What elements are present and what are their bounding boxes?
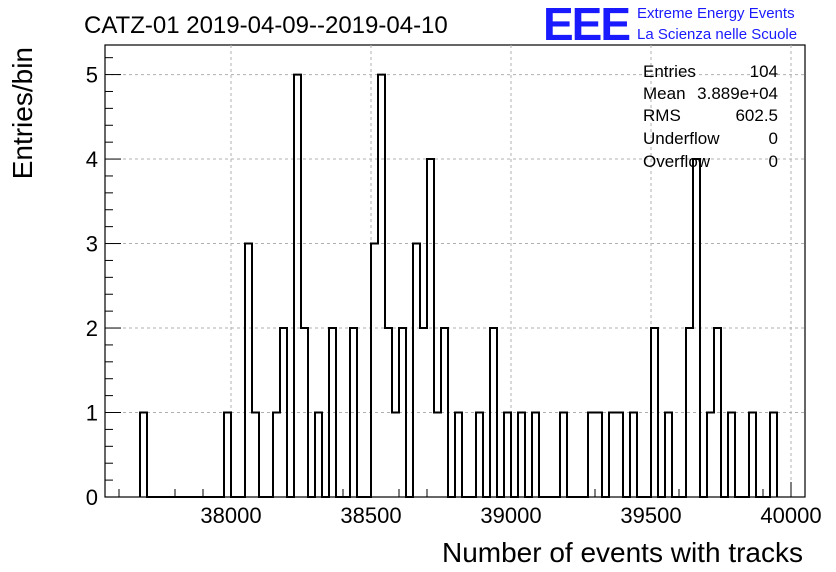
y-tick-label: 3 xyxy=(86,232,98,257)
y-tick-label: 2 xyxy=(86,316,98,341)
eee-logo: EEE Extreme Energy Events La Scienza nel… xyxy=(543,0,797,50)
histogram-bin xyxy=(665,413,672,497)
stats-box: Entries 104 Mean 3.889e+04 RMS 602.5 Und… xyxy=(643,62,778,171)
histogram-bin xyxy=(245,244,252,497)
stat-entries-label: Entries xyxy=(643,62,696,81)
histogram-bin xyxy=(140,413,147,497)
histogram-bin xyxy=(560,413,567,497)
stat-overflow-value: 0 xyxy=(769,152,778,171)
eee-logo-letters: EEE xyxy=(543,0,629,50)
x-axis-label: Number of events with tracks xyxy=(442,537,803,568)
stat-overflow-label: Overflow xyxy=(643,152,711,171)
histogram-bin xyxy=(770,413,777,497)
histogram-steps xyxy=(139,73,778,498)
x-tick-label: 39000 xyxy=(480,503,541,528)
stat-underflow-value: 0 xyxy=(769,129,778,148)
stat-rms-value: 602.5 xyxy=(735,106,778,125)
histogram-bin xyxy=(588,413,595,497)
axis-ticks xyxy=(105,57,792,498)
y-tick-label: 4 xyxy=(86,147,98,172)
y-axis-label: Entries/bin xyxy=(7,47,38,179)
stat-rms-label: RMS xyxy=(643,106,681,125)
x-tick-label: 38500 xyxy=(340,503,401,528)
histogram-bin xyxy=(434,413,441,497)
histogram-bin xyxy=(504,413,511,497)
histogram-bin xyxy=(532,413,539,497)
histogram-bin xyxy=(518,413,525,497)
histogram-bin xyxy=(392,413,399,497)
stat-mean-label: Mean xyxy=(643,84,686,103)
histogram-bin xyxy=(315,413,322,497)
y-tick-label: 5 xyxy=(86,63,98,88)
histogram-bin xyxy=(707,413,714,497)
histogram-bin xyxy=(609,413,616,497)
chart-title: CATZ-01 2019-04-09--2019-04-10 xyxy=(84,12,448,39)
tick-labels: 38000 38500 39000 39500 40000 0 1 2 3 4 5 xyxy=(86,63,822,528)
histogram-bin xyxy=(378,75,385,497)
stat-underflow-label: Underflow xyxy=(643,129,720,148)
histogram-bin xyxy=(595,413,602,497)
histogram-bin xyxy=(371,244,378,497)
histogram-bin xyxy=(224,413,231,497)
histogram-bin xyxy=(476,413,483,497)
histogram-bin xyxy=(413,244,420,497)
histogram-bin xyxy=(273,413,280,497)
histogram-outline xyxy=(139,73,778,498)
stat-mean-value: 3.889e+04 xyxy=(697,84,778,103)
x-tick-label: 40000 xyxy=(760,503,821,528)
y-tick-label: 0 xyxy=(86,485,98,510)
logo-line-2: La Scienza nelle Scuole xyxy=(637,26,797,43)
x-tick-label: 38000 xyxy=(200,503,261,528)
histogram-bin xyxy=(749,413,756,497)
y-tick-label: 1 xyxy=(86,401,98,426)
histogram-bin xyxy=(294,75,301,497)
histogram-bin xyxy=(630,413,637,497)
stat-entries-value: 104 xyxy=(750,62,778,81)
histogram-bin xyxy=(455,413,462,497)
logo-line-1: Extreme Energy Events xyxy=(637,5,795,22)
histogram-bin xyxy=(616,413,623,497)
x-tick-label: 39500 xyxy=(620,503,681,528)
histogram-bin xyxy=(252,413,259,497)
histogram-bin xyxy=(728,413,735,497)
